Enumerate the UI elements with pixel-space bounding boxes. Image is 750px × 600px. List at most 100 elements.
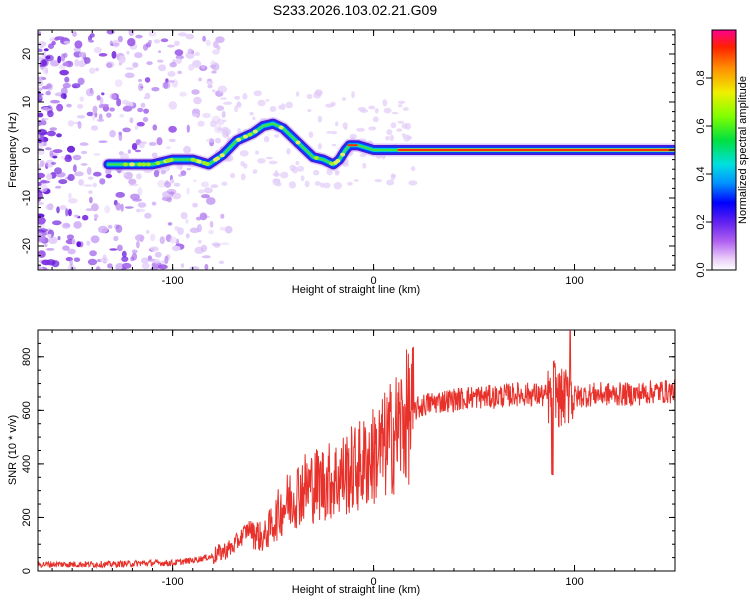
noise-blob [96, 118, 105, 122]
noise-blob [38, 87, 43, 91]
noise-blob [158, 64, 167, 72]
noise-blob [84, 57, 91, 64]
ridge-spot [129, 162, 135, 167]
colorbar-tick-label: 0.8 [695, 70, 707, 85]
ridge-spot [155, 161, 161, 166]
noise-blob [38, 250, 46, 258]
spectrogram-ytick-label: -10 [21, 190, 33, 206]
noise-blob [94, 218, 97, 221]
noise-blob [150, 266, 159, 270]
noise-blob [249, 111, 254, 116]
noise-blob [127, 105, 132, 109]
noise-blob [356, 127, 365, 132]
noise-blob [102, 254, 107, 261]
noise-blob [215, 36, 225, 43]
noise-blob [374, 108, 379, 114]
noise-blob [168, 125, 177, 133]
noise-blob [49, 127, 58, 131]
noise-blob [171, 245, 181, 252]
noise-blob [115, 202, 122, 211]
noise-blob [234, 105, 239, 113]
noise-blob [138, 79, 142, 82]
noise-blob [119, 113, 124, 118]
noise-blob [157, 180, 166, 188]
spectrogram-ylabel: Frequency (Hz) [7, 112, 19, 188]
noise-blob [140, 102, 146, 108]
noise-blob [41, 259, 51, 266]
noise-blob [160, 170, 166, 175]
noise-blob [40, 180, 51, 184]
noise-blob [314, 181, 321, 186]
noise-blob [38, 129, 48, 136]
noise-blob [143, 108, 150, 114]
noise-blob [123, 172, 127, 176]
noise-blob [201, 194, 210, 199]
noise-blob [144, 77, 151, 83]
noise-blob [210, 60, 216, 66]
ridge-spot [236, 137, 242, 142]
noise-blob [317, 115, 322, 123]
noise-blob [41, 107, 51, 112]
figure-title: S233.2026.103.02.21.G09 [273, 2, 437, 18]
noise-blob [76, 115, 86, 119]
noise-blob [216, 118, 225, 126]
noise-blob [185, 218, 189, 224]
noise-blob [185, 233, 190, 239]
noise-blob [213, 40, 219, 49]
noise-blob [89, 33, 95, 38]
noise-blob [86, 167, 92, 175]
noise-blob [117, 35, 123, 43]
noise-blob [44, 243, 48, 247]
noise-blob [93, 213, 99, 219]
noise-blob [164, 255, 169, 264]
noise-blob [105, 174, 113, 179]
ridge-spot [295, 140, 301, 145]
noise-blob [58, 179, 68, 185]
colorbar-tick-label: 0.0 [695, 262, 707, 277]
noise-blob [308, 131, 314, 138]
noise-blob [124, 72, 135, 79]
noise-blob [131, 249, 138, 254]
noise-blob [147, 255, 152, 260]
noise-blob [47, 110, 54, 118]
noise-blob [61, 222, 71, 229]
snr-series-line [38, 330, 675, 569]
noise-blob [197, 120, 205, 127]
noise-blob [150, 233, 156, 242]
noise-blob [144, 212, 152, 219]
noise-blob [89, 250, 97, 257]
noise-blob [167, 222, 173, 226]
noise-blob [167, 44, 175, 48]
colorbar-tick-label: 0.4 [695, 166, 707, 181]
noise-blob [151, 87, 160, 92]
noise-blob [203, 187, 213, 194]
noise-blob [115, 263, 125, 270]
noise-blob [288, 181, 296, 189]
noise-blob [153, 39, 160, 44]
snr-xlabel: Height of straight line (km) [292, 584, 420, 596]
noise-blob [180, 212, 188, 220]
noise-blob [55, 171, 66, 178]
noise-blob [132, 62, 139, 68]
colorbar-gradient [711, 29, 737, 271]
noise-blob [391, 111, 399, 115]
noise-blob [360, 109, 369, 113]
noise-blob [64, 155, 72, 163]
noise-blob [197, 239, 202, 244]
noise-blob [194, 51, 201, 57]
noise-blob [255, 150, 259, 155]
noise-blob [333, 182, 342, 190]
noise-blob [193, 179, 197, 183]
noise-blob [137, 83, 144, 92]
noise-blob [106, 62, 113, 69]
noise-blob [101, 92, 105, 96]
noise-blob [96, 95, 101, 101]
noise-blob [362, 162, 367, 169]
noise-blob [107, 224, 113, 229]
noise-blob [368, 126, 377, 131]
spectrogram-xtick-label: 0 [371, 275, 377, 287]
ridge-spot [165, 158, 171, 163]
noise-blob [48, 43, 54, 49]
noise-blob [304, 180, 310, 188]
